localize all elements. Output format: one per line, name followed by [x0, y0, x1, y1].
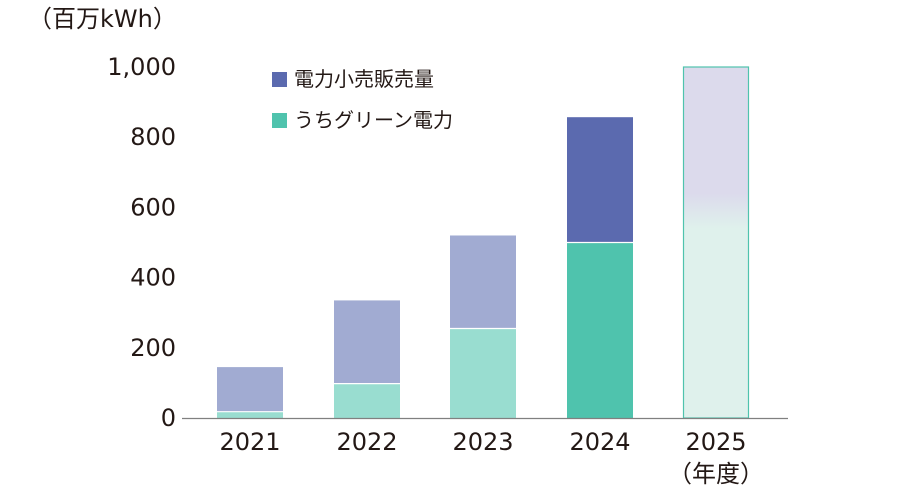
x-tick-label: 2022 — [336, 428, 397, 456]
x-tick-label: 2024 — [569, 428, 630, 456]
y-tick-label: 0 — [161, 404, 176, 432]
x-tick-label: 2023 — [452, 428, 513, 456]
legend-swatch-1 — [272, 72, 287, 87]
x-tick-label: 2025 — [685, 428, 746, 456]
bar-2022-green — [334, 383, 400, 418]
y-tick-label: 1,000 — [107, 53, 176, 81]
y-tick-label: 800 — [130, 123, 176, 151]
bar-2021-total — [217, 367, 283, 418]
x-axis-label: （年度） — [668, 460, 764, 488]
bar-2024-green — [567, 242, 633, 418]
legend-label-2: うちグリーン電力 — [294, 108, 453, 132]
bar-2023-green — [450, 328, 516, 418]
y-tick-label: 200 — [130, 334, 176, 362]
legend-label-1: 電力小売販売量 — [294, 67, 434, 91]
y-tick-label: 400 — [130, 264, 176, 292]
axes-layer: 2021 2022 2023 2024 2025 0 200 400 600 800 1,000 （百… — [28, 5, 788, 488]
bars-layer — [217, 66, 750, 419]
bar-2021-green — [217, 411, 283, 418]
bar-2025-total-forecast — [682, 66, 750, 419]
y-unit-label: （百万kWh） — [28, 5, 177, 33]
x-tick-label: 2021 — [219, 428, 280, 456]
legend-swatch-2 — [272, 113, 287, 128]
y-tick-label: 600 — [130, 193, 176, 221]
